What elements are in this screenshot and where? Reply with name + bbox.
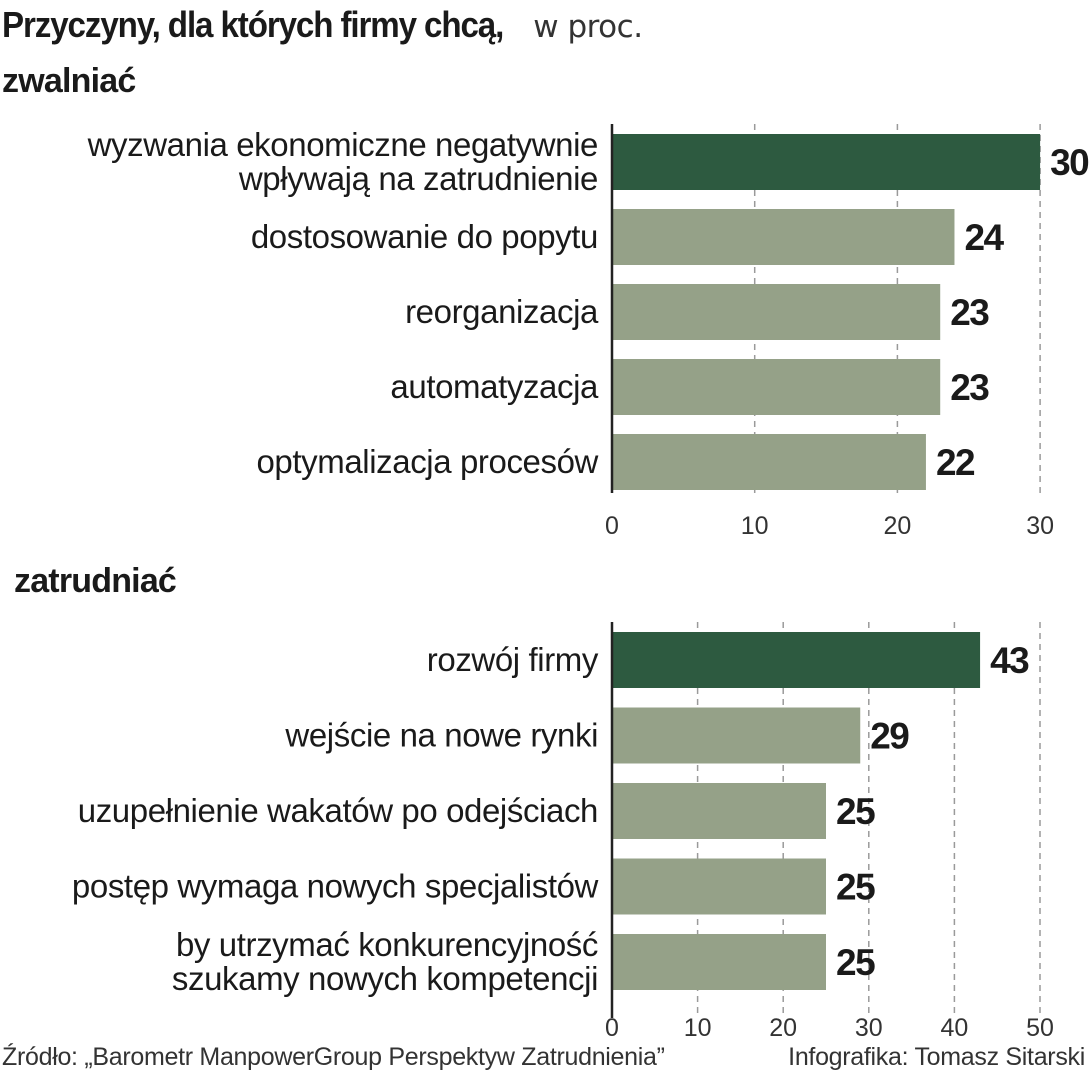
source-note: Źródło: „Barometr ManpowerGroup Perspekt…: [2, 1043, 665, 1071]
tick-label: 50: [1026, 1014, 1054, 1042]
bar: [612, 134, 1041, 190]
value-label: 22: [936, 442, 975, 483]
category-label: by utrzymać konkurencyjność: [176, 926, 598, 963]
chart-zatrudniac: rozwój firmy 43 wejście na nowe rynki 29 uzu…: [72, 622, 1054, 1042]
tick-label: 30: [1026, 512, 1054, 540]
category-label: wejście na nowe rynki: [284, 717, 598, 754]
tick-label: 10: [741, 512, 769, 540]
section-title-zatrudniac: zatrudniać: [14, 562, 177, 600]
bar: [612, 209, 955, 265]
section-title-zwalniac: zwalniać: [2, 62, 136, 100]
credit-note: Infografika: Tomasz Sitarski: [788, 1043, 1085, 1071]
category-label: rozwój firmy: [427, 641, 599, 678]
tick-label: 20: [883, 512, 911, 540]
value-label: 25: [836, 867, 875, 908]
tick-label: 0: [605, 512, 619, 540]
bar: [612, 632, 981, 688]
bar: [612, 434, 926, 490]
category-label: optymalizacja procesów: [256, 443, 598, 480]
category-label: automatyzacja: [390, 368, 599, 405]
bar: [612, 934, 826, 990]
bar: [612, 359, 941, 415]
bar: [612, 783, 826, 839]
chart-title-unit: w proc.: [533, 9, 643, 45]
tick-label: 40: [940, 1014, 968, 1042]
category-label: uzupełnienie wakatów po odejściach: [78, 792, 598, 829]
bar: [612, 284, 941, 340]
category-label: dostosowanie do popytu: [251, 218, 598, 255]
chart-title: Przyczyny, dla których firmy chcą, w pro…: [2, 4, 643, 46]
category-label: wpływają na zatrudnienie: [238, 160, 598, 197]
category-label: wyzwania ekonomiczne negatywnie: [87, 126, 598, 163]
value-label: 30: [1050, 142, 1089, 183]
value-label: 43: [990, 640, 1029, 681]
value-label: 23: [950, 292, 989, 333]
bar: [612, 707, 861, 764]
value-label: 25: [836, 791, 875, 832]
tick-label: 10: [684, 1014, 712, 1042]
category-label: szukamy nowych kompetencji: [172, 960, 598, 997]
value-label: 24: [964, 217, 1004, 258]
category-label: postęp wymaga nowych specjalistów: [72, 868, 599, 905]
value-label: 23: [950, 367, 989, 408]
value-label: 25: [836, 942, 875, 983]
tick-label: 0: [605, 1014, 619, 1042]
chart-title-main: Przyczyny, dla których firmy chcą,: [2, 4, 504, 45]
value-label: 29: [870, 716, 909, 757]
bar: [612, 858, 826, 915]
chart-zwalniac: wyzwania ekonomiczne negatywniewpływają …: [87, 124, 1089, 540]
tick-label: 20: [769, 1014, 797, 1042]
category-label: reorganizacja: [405, 293, 599, 330]
tick-label: 30: [855, 1014, 883, 1042]
